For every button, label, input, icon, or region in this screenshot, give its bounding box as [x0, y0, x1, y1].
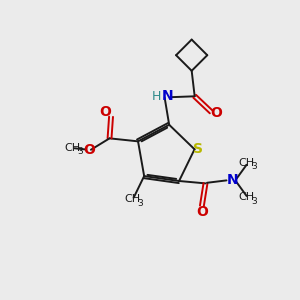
Text: S: S: [194, 142, 203, 156]
Text: N: N: [227, 173, 238, 188]
Text: 3: 3: [137, 199, 143, 208]
Text: O: O: [99, 105, 111, 119]
Text: 3: 3: [77, 147, 83, 156]
Text: 3: 3: [251, 197, 257, 206]
Text: CH: CH: [64, 142, 80, 153]
Text: CH: CH: [238, 158, 255, 168]
Text: O: O: [211, 106, 223, 120]
Text: CH: CH: [238, 193, 255, 202]
Text: N: N: [161, 89, 173, 103]
Text: CH: CH: [124, 194, 140, 205]
Text: O: O: [196, 206, 208, 220]
Text: O: O: [83, 143, 95, 157]
Text: H: H: [152, 90, 161, 103]
Text: 3: 3: [251, 162, 257, 171]
